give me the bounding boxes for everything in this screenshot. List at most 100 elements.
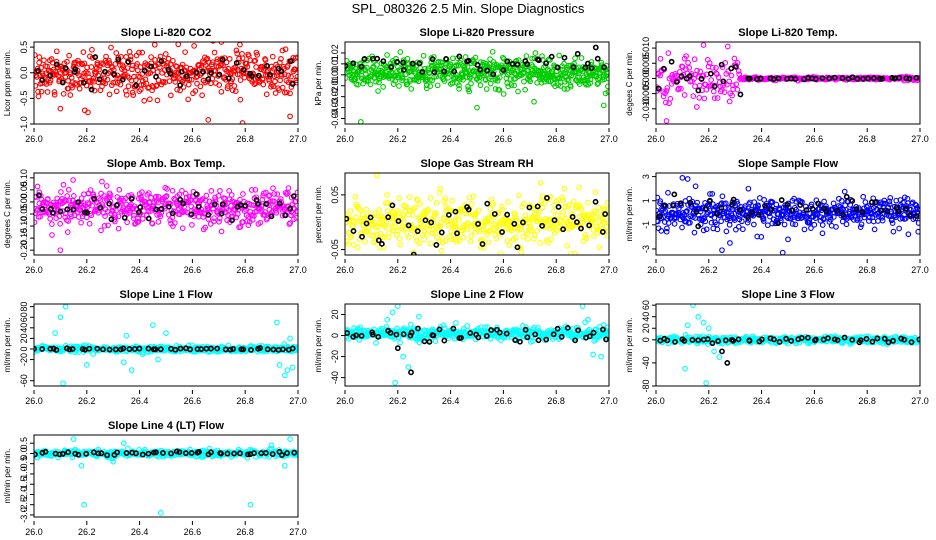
data-point	[405, 364, 412, 370]
data-point	[398, 67, 404, 74]
y-tick-label: 0.00	[330, 66, 340, 84]
data-point	[375, 333, 382, 340]
data-point	[560, 209, 566, 215]
data-point	[62, 304, 69, 310]
data-point	[599, 215, 606, 222]
data-point	[157, 346, 164, 353]
data-point	[536, 73, 543, 80]
data-point	[599, 326, 606, 333]
data-point	[193, 69, 200, 76]
data-point	[34, 183, 41, 190]
data-point	[419, 68, 426, 75]
data-point	[783, 335, 789, 342]
data-point	[808, 225, 814, 231]
data-point	[415, 325, 421, 332]
data-point	[115, 56, 122, 63]
data-point	[535, 57, 542, 64]
data-point	[515, 88, 521, 95]
data-point	[260, 81, 267, 88]
data-point	[418, 224, 424, 230]
data-point	[454, 230, 460, 237]
data-point	[97, 204, 104, 211]
data-point	[849, 336, 856, 343]
x-tick-label: 26.6	[184, 396, 202, 406]
y-tick-label: -0.02	[330, 86, 340, 107]
data-point	[728, 72, 735, 79]
data-point	[827, 216, 834, 223]
data-point	[734, 201, 741, 207]
data-point	[604, 232, 609, 239]
data-point	[544, 195, 550, 201]
data-point	[153, 73, 159, 80]
data-point	[700, 227, 707, 234]
data-point	[48, 56, 55, 62]
data-point	[487, 80, 494, 87]
y-tick-label: 0.02	[330, 44, 340, 62]
data-point	[768, 206, 775, 213]
data-point	[585, 199, 591, 206]
data-point	[67, 92, 74, 98]
x-tick-label: 26.8	[547, 134, 565, 144]
data-point	[208, 69, 215, 76]
data-point	[545, 239, 551, 246]
data-point	[202, 79, 209, 86]
data-point	[60, 380, 66, 386]
data-point	[69, 79, 76, 86]
data-point	[538, 79, 545, 86]
data-point	[224, 85, 231, 92]
data-point	[53, 346, 60, 353]
data-point	[260, 193, 266, 199]
data-point	[287, 220, 294, 226]
data-point	[890, 228, 897, 235]
data-point	[886, 198, 893, 205]
panel-title: Slope Line 4 (LT) Flow	[108, 420, 224, 432]
data-point	[678, 85, 684, 92]
data-point	[693, 209, 700, 215]
data-point	[52, 201, 59, 208]
data-point	[287, 90, 293, 97]
data-point	[730, 196, 737, 203]
data-point	[671, 191, 678, 198]
data-point	[357, 118, 364, 124]
panel-title: Slope Line 2 Flow	[431, 289, 524, 301]
data-point	[281, 71, 288, 78]
data-point	[177, 196, 184, 203]
data-point	[94, 345, 101, 352]
points-layer	[345, 304, 609, 386]
y-tick-label: -0.5	[19, 456, 29, 472]
data-point	[477, 82, 484, 89]
data-point	[812, 76, 819, 82]
data-point	[75, 214, 82, 220]
data-point	[375, 237, 382, 244]
data-point	[849, 212, 855, 218]
data-point	[369, 331, 376, 338]
data-point	[389, 202, 396, 209]
data-point	[214, 207, 221, 214]
data-point	[665, 50, 672, 56]
data-point	[60, 181, 67, 188]
data-point	[276, 361, 283, 368]
y-tick-label: 0.005	[641, 52, 651, 75]
points-layer	[34, 304, 298, 386]
y-tick-label: -0.5	[19, 91, 29, 107]
data-point	[376, 79, 382, 86]
data-point	[679, 224, 685, 231]
data-point	[879, 214, 885, 221]
data-point	[493, 235, 500, 242]
data-point	[781, 221, 788, 228]
data-point	[570, 64, 577, 71]
data-point	[520, 219, 526, 226]
x-tick-label: 26.8	[547, 265, 565, 275]
y-tick-label: -80	[641, 379, 651, 392]
data-point	[733, 81, 740, 88]
data-point	[784, 201, 791, 208]
data-point	[255, 201, 261, 207]
data-point	[397, 49, 404, 55]
panel-title: Slope Amb. Box Temp.	[107, 158, 226, 170]
plot-frame	[33, 172, 299, 256]
data-point	[216, 218, 222, 225]
y-tick-label: 0	[19, 346, 29, 351]
data-point	[821, 198, 827, 205]
data-point	[658, 228, 665, 234]
